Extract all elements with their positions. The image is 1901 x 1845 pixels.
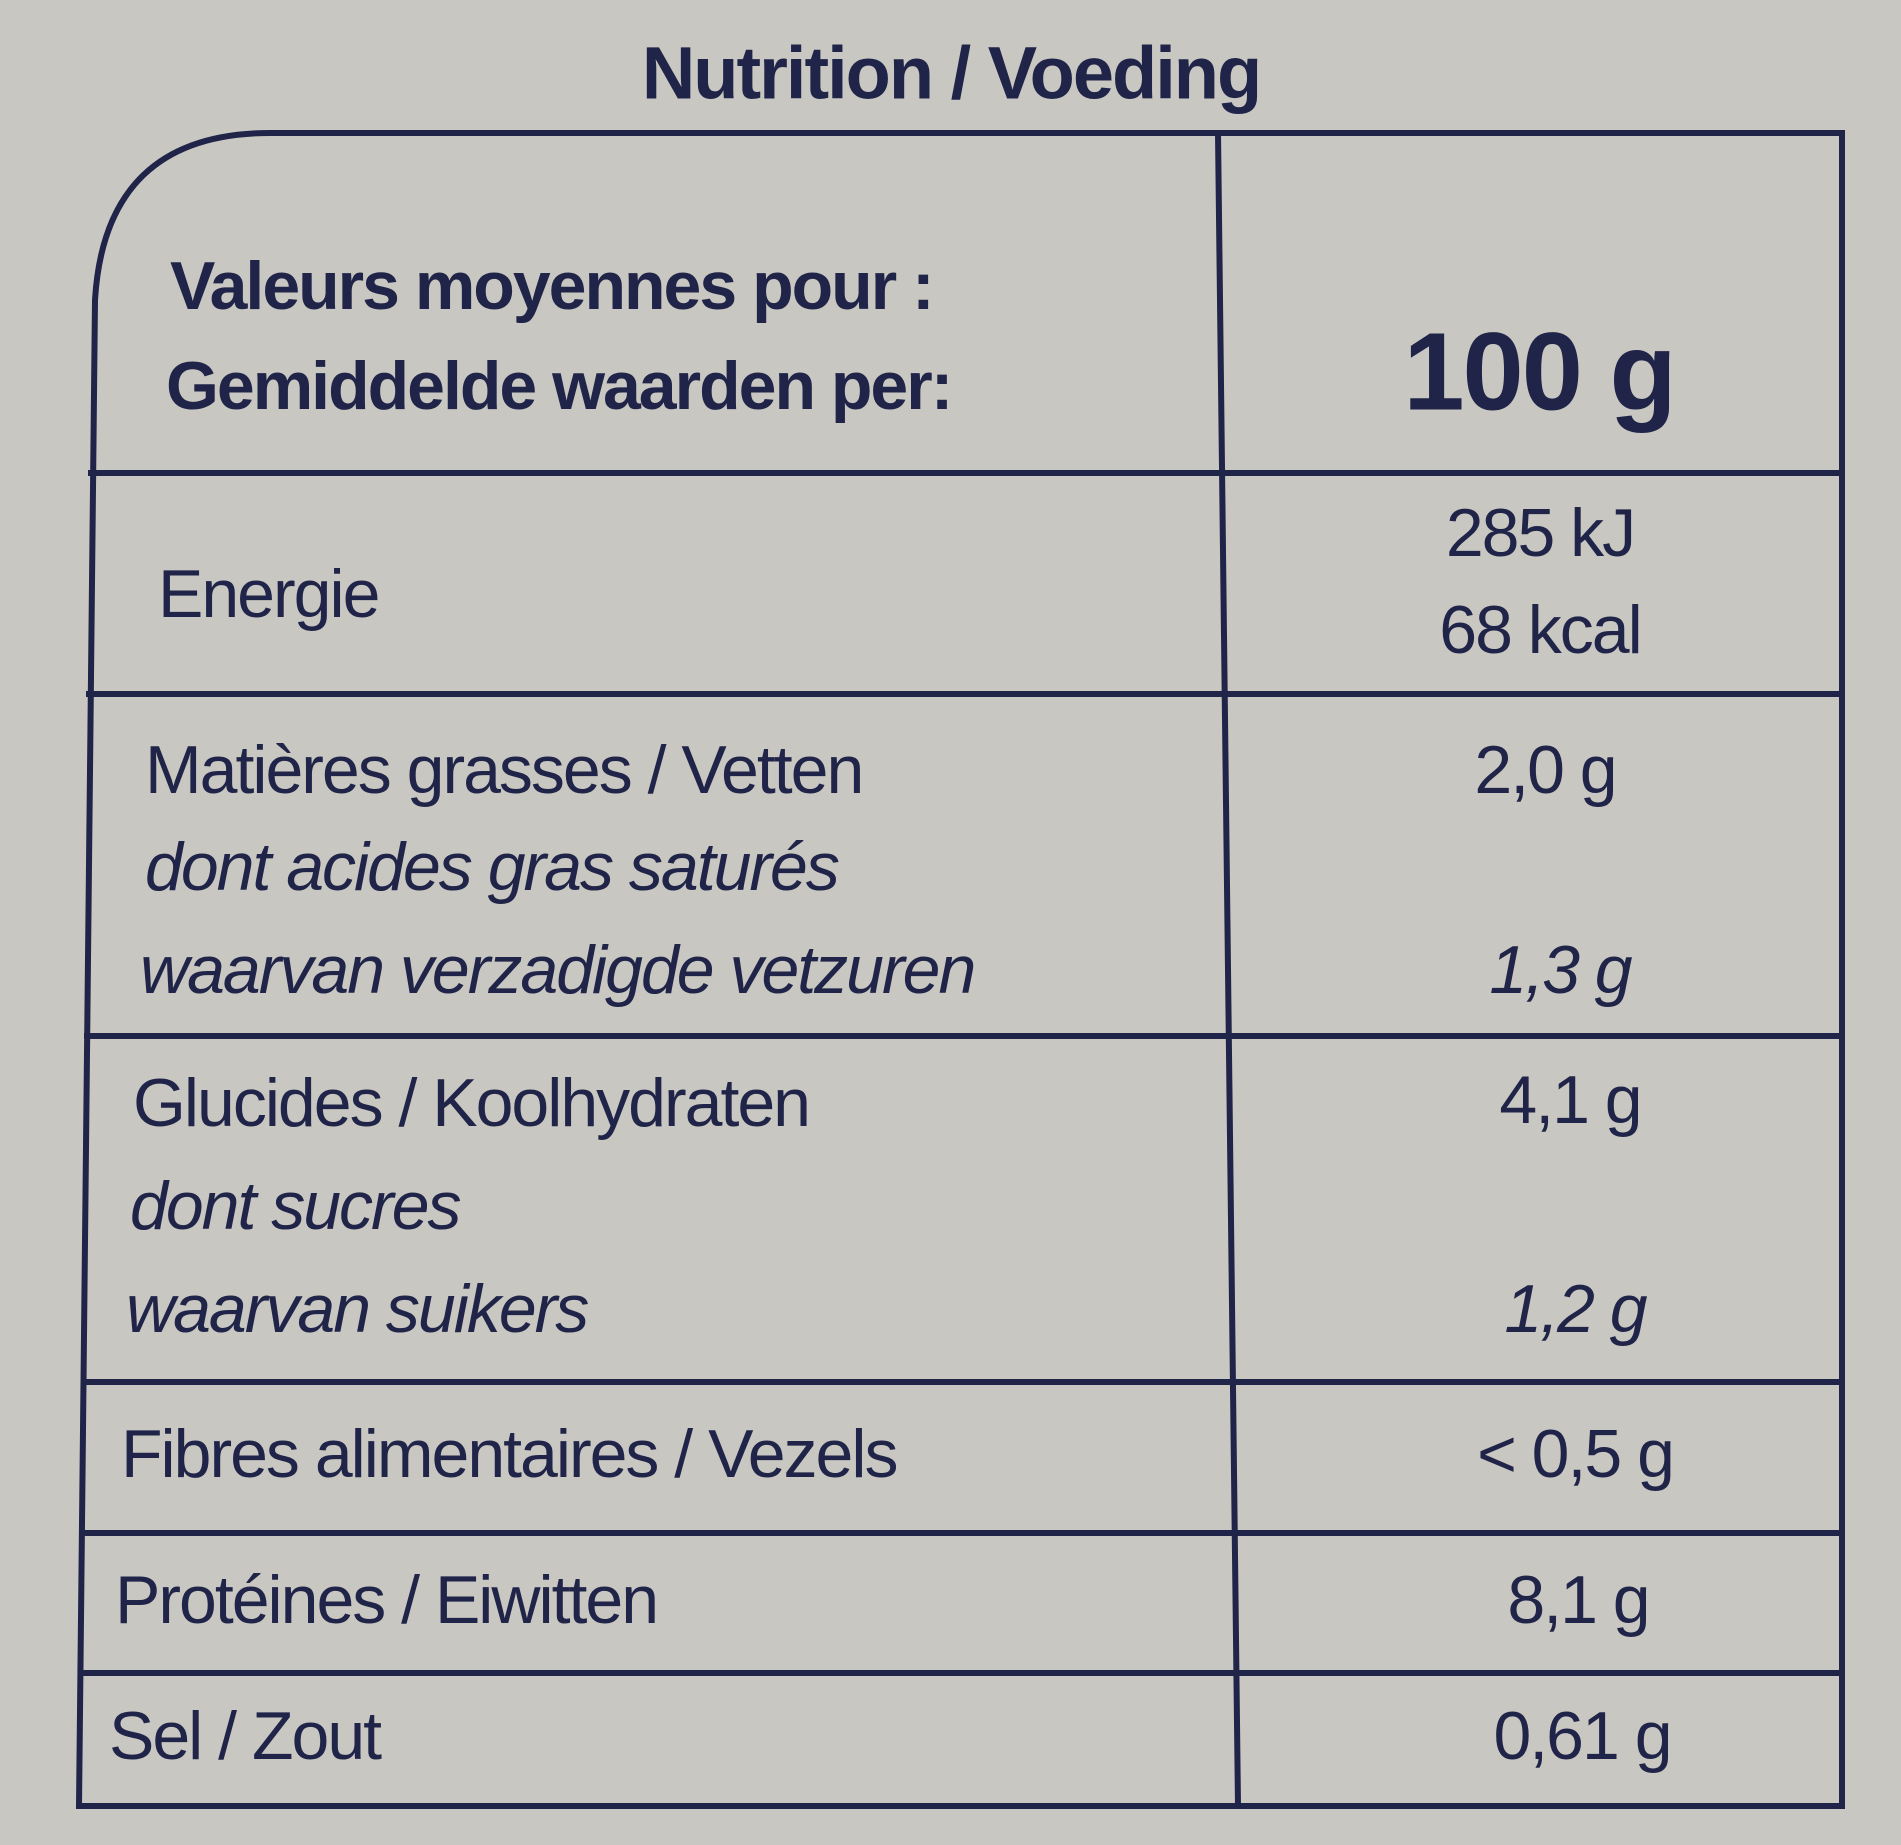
row-sublabel: dont acides gras saturés bbox=[145, 829, 840, 905]
row-value: 1,3 g bbox=[1489, 932, 1632, 1008]
title: Nutrition / Voeding bbox=[641, 31, 1262, 115]
row-label: Sel / Zout bbox=[109, 1698, 382, 1774]
row-value: 0,61 g bbox=[1493, 1698, 1672, 1774]
row-label: Fibres alimentaires / Vezels bbox=[121, 1416, 898, 1492]
row-sublabel: waarvan suikers bbox=[126, 1271, 589, 1347]
header-value: 100 g bbox=[1403, 310, 1676, 434]
row-value: 4,1 g bbox=[1499, 1062, 1642, 1138]
row-value: 68 kcal bbox=[1439, 592, 1642, 668]
row-value: 1,2 g bbox=[1504, 1271, 1647, 1347]
header-label: Gemiddelde waarden per: bbox=[166, 348, 953, 424]
row-label: Glucides / Koolhydraten bbox=[133, 1065, 811, 1141]
row-value: 285 kJ bbox=[1445, 495, 1636, 571]
row-sublabel: waarvan verzadigde vetzuren bbox=[140, 932, 976, 1008]
column-divider bbox=[1215, 132, 1241, 1807]
header-label: Valeurs moyennes pour : bbox=[170, 248, 935, 324]
row-label: Energie bbox=[158, 556, 380, 632]
row-sublabel: dont sucres bbox=[130, 1168, 462, 1244]
row-label: Matières grasses / Vetten bbox=[145, 732, 864, 808]
row-value: 2,0 g bbox=[1474, 732, 1617, 808]
row-value: < 0,5 g bbox=[1477, 1416, 1675, 1492]
row-label: Protéines / Eiwitten bbox=[115, 1562, 659, 1638]
row-value: 8,1 g bbox=[1507, 1562, 1650, 1638]
table-outline bbox=[75, 130, 1845, 1809]
